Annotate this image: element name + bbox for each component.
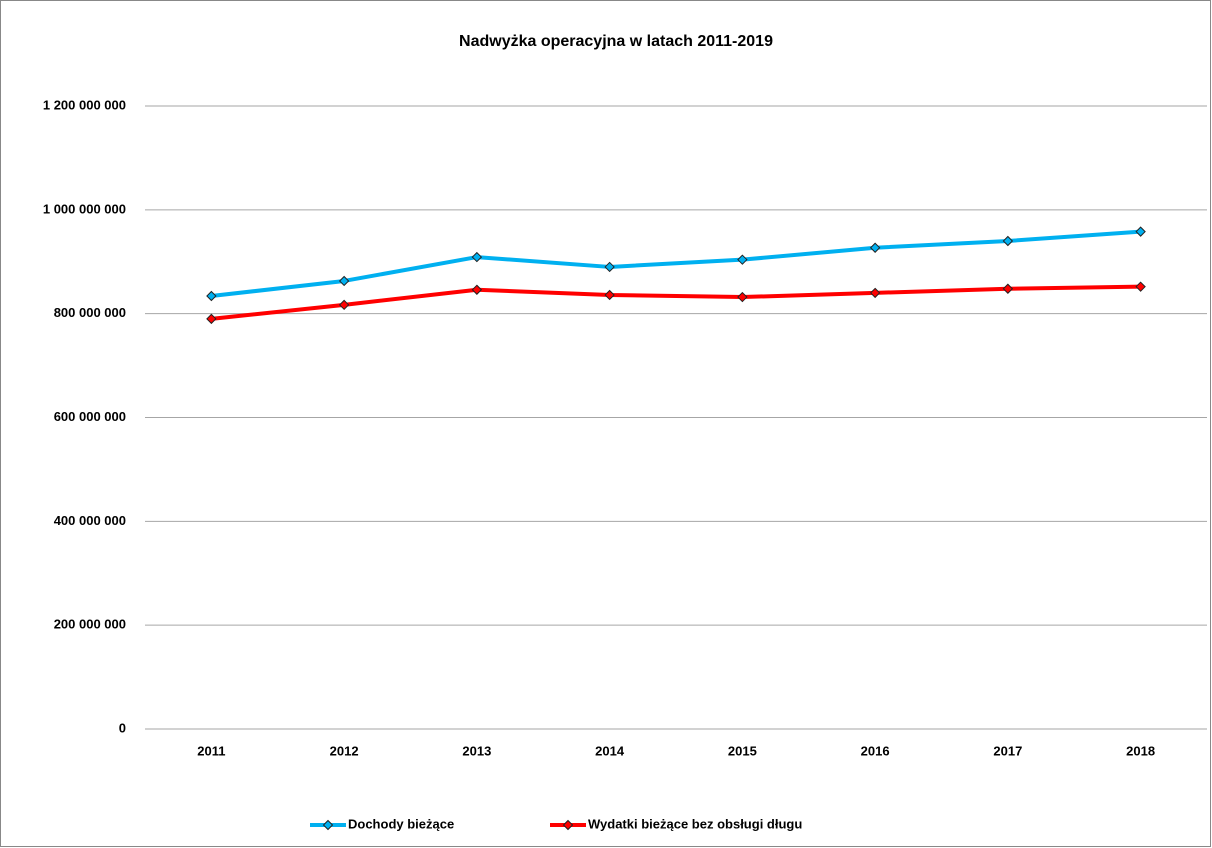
x-tick-label: 2014 [595, 743, 625, 758]
marker [737, 291, 748, 303]
marker [604, 289, 615, 301]
marker [1002, 283, 1014, 294]
y-tick-label: 600 000 000 [54, 409, 126, 424]
marker [1135, 281, 1146, 292]
marker [206, 290, 217, 302]
marker [206, 313, 217, 325]
marker [1135, 226, 1146, 237]
marker [604, 261, 615, 273]
marker [338, 299, 350, 311]
y-tick-label: 1 200 000 000 [43, 97, 126, 112]
y-tick-label: 1 000 000 000 [43, 201, 126, 216]
marker [869, 242, 881, 253]
legend-marker [322, 819, 334, 831]
marker [869, 287, 881, 299]
legend-label: Wydatki bieżące bez obsługi długu [588, 816, 802, 831]
chart-title: Nadwyżka operacyjna w latach 2011-2019 [459, 33, 773, 50]
marker [737, 254, 748, 265]
marker [1002, 235, 1014, 247]
y-tick-label: 400 000 000 [54, 513, 126, 528]
x-tick-label: 2015 [728, 743, 757, 758]
x-tick-label: 2018 [1126, 743, 1155, 758]
x-tick-label: 2016 [861, 743, 890, 758]
legend-label: Dochody bieżące [348, 816, 454, 831]
marker [471, 284, 483, 295]
x-tick-label: 2012 [330, 743, 359, 758]
y-tick-label: 800 000 000 [54, 305, 126, 320]
series-line [211, 284, 1141, 321]
series-line [211, 229, 1141, 299]
y-tick-label: 200 000 000 [54, 617, 126, 632]
y-tick-label: 0 [119, 720, 126, 735]
marker [471, 251, 483, 263]
x-tick-label: 2017 [993, 743, 1022, 758]
x-tick-label: 2011 [197, 743, 225, 758]
legend-marker [562, 819, 574, 831]
x-tick-label: 2013 [462, 743, 491, 758]
marker [338, 275, 350, 287]
